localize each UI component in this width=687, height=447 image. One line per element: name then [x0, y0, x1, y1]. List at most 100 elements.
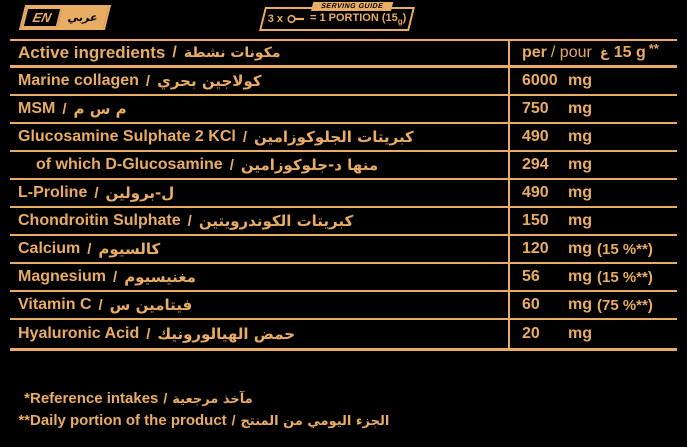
footnote-reference-intakes: * Reference intakes / مآخذ مرجعية	[10, 390, 389, 407]
ingredient-name-separator: /	[94, 184, 99, 202]
ingredient-unit: mg	[568, 128, 592, 145]
footnote-marker: **	[18, 412, 30, 429]
header-separator: /	[172, 44, 177, 61]
ingredient-amount: 490	[522, 128, 549, 145]
footnote-separator: /	[231, 412, 236, 428]
footnotes: * Reference intakes / مآخذ مرجعية ** Dai…	[10, 390, 389, 434]
ingredient-name-ar: منها د-جلوكوزامين	[240, 156, 379, 174]
header-ingredients-en: Active ingredients	[18, 43, 166, 62]
serving-guide-badge: SERVING GUIDE 3 x = 1 PORTION (15g)	[259, 2, 415, 31]
footnote-separator: /	[163, 390, 168, 406]
header-per-cell: per / pour غ 15 g **	[510, 41, 677, 65]
ingredient-name-separator: /	[87, 240, 92, 258]
ingredient-name-ar: كبريتات الكوندرويتين	[198, 212, 354, 230]
ingredient-name-separator: /	[229, 156, 234, 174]
ingredient-name-cell: Vitamin C / فيتامين س	[10, 292, 510, 318]
table-row: Glucosamine Sulphate 2 KCl / كبريتات الج…	[10, 124, 677, 152]
ingredient-ri-note: (15 %**)	[597, 268, 653, 286]
ingredient-ri-note: (75 %**)	[597, 296, 653, 314]
header-per-footnote-marker: **	[648, 40, 659, 56]
table-row: Hyaluronic Acid / حمض الهيالورونيك 20 mg	[10, 320, 677, 348]
ingredient-name-cell: Hyaluronic Acid / حمض الهيالورونيك	[10, 320, 510, 348]
table-row: Calcium / كالسيوم 120 mg (15 %**)	[10, 236, 677, 264]
table-row: of which D-Glucosamine / منها د-جلوكوزام…	[10, 152, 677, 180]
ingredient-name-separator: /	[187, 212, 192, 230]
footnote-text-ar: الجزء اليومي من المنتج	[240, 414, 390, 429]
footnote-text-en: Reference intakes	[30, 390, 159, 407]
table-body: Marine collagen / كولاجين بحري 6000 mg M…	[10, 68, 677, 348]
ingredient-name-cell: L-Proline / ل-برولين	[10, 180, 510, 206]
ingredient-name-cell: Calcium / كالسيوم	[10, 236, 510, 262]
ingredient-amount: 60	[522, 296, 540, 313]
ingredient-unit: mg	[568, 240, 592, 257]
ingredient-name-en: of which D-Glucosamine	[36, 156, 223, 173]
footnote-text-ar: مآخذ مرجعية	[172, 392, 253, 407]
ingredient-name-separator: /	[62, 100, 67, 118]
ingredient-value-cell: 490 mg	[510, 180, 677, 206]
active-ingredients-table: Active ingredients / مكونات نشطة per / p…	[10, 39, 677, 351]
ingredient-name-separator: /	[146, 325, 151, 343]
language-en-badge: EN	[21, 7, 63, 28]
ingredient-unit: mg	[568, 296, 592, 313]
footnote-daily-portion: ** Daily portion of the product / الجزء …	[10, 412, 389, 429]
serving-multiplier: 3 x	[267, 13, 283, 25]
ingredient-name-en: MSM	[18, 100, 56, 117]
ingredient-unit: mg	[568, 72, 592, 89]
ingredient-unit: mg	[568, 100, 592, 117]
table-row: Marine collagen / كولاجين بحري 6000 mg	[10, 68, 677, 96]
ingredient-name-cell: Chondroitin Sulphate / كبريتات الكوندروي…	[10, 208, 510, 234]
ingredient-name-ar: كالسيوم	[98, 240, 161, 258]
ingredient-value-cell: 150 mg	[510, 208, 677, 234]
table-row: Vitamin C / فيتامين س 60 mg (75 %**)	[10, 292, 677, 320]
ingredient-ri-note: (15 %**)	[597, 240, 653, 258]
serving-guide-text: 3 x = 1 PORTION (15g)	[264, 9, 410, 29]
ingredient-value-cell: 750 mg	[510, 96, 677, 122]
header-per-fr: / pour	[550, 44, 592, 61]
ingredient-amount: 20	[522, 325, 540, 342]
footnote-marker: *	[24, 390, 30, 407]
ingredient-amount: 294	[522, 156, 549, 173]
ingredient-value-cell: 60 mg (75 %**)	[510, 292, 677, 318]
ingredient-name-separator: /	[98, 296, 103, 314]
ingredient-value-cell: 20 mg	[510, 320, 677, 348]
table-row: MSM / م س م 750 mg	[10, 96, 677, 124]
ingredient-name-ar: كولاجين بحري	[157, 72, 262, 90]
scoop-icon	[287, 14, 304, 24]
ingredient-amount: 490	[522, 184, 549, 201]
serving-result: = 1 PORTION (15g)	[310, 11, 407, 27]
ingredient-amount: 120	[522, 240, 549, 257]
ingredient-name-cell: Glucosamine Sulphate 2 KCl / كبريتات الج…	[10, 124, 510, 150]
ingredient-name-en: Chondroitin Sulphate	[18, 212, 181, 229]
language-ar-badge: عربي	[57, 7, 109, 28]
header-ingredients-ar: مكونات نشطة	[183, 45, 281, 61]
header-per-amount: 15 g	[613, 44, 646, 61]
ingredient-name-ar: ل-برولين	[105, 184, 175, 202]
ingredient-name-en: Vitamin C	[18, 296, 92, 313]
ingredient-name-en: Calcium	[18, 240, 81, 257]
ingredient-name-cell: Marine collagen / كولاجين بحري	[10, 68, 510, 94]
ingredient-name-ar: حمض الهيالورونيك	[157, 325, 296, 343]
table-row: L-Proline / ل-برولين 490 mg	[10, 180, 677, 208]
ingredient-name-separator: /	[145, 72, 151, 90]
header-per-en: per	[522, 44, 547, 61]
ingredient-amount: 56	[522, 268, 540, 285]
ingredient-value-cell: 6000 mg	[510, 68, 677, 94]
ingredient-unit: mg	[568, 325, 592, 342]
ingredient-name-separator: /	[242, 128, 247, 146]
ingredient-name-ar: فيتامين س	[109, 296, 193, 314]
ingredient-name-cell: of which D-Glucosamine / منها د-جلوكوزام…	[10, 152, 510, 178]
ingredient-name-cell: MSM / م س م	[10, 96, 510, 122]
ingredient-unit: mg	[568, 268, 592, 285]
ingredient-name-ar: م س م	[73, 100, 127, 118]
ingredient-value-cell: 490 mg	[510, 124, 677, 150]
ingredient-name-ar: كبريتات الجلوكوزامين	[254, 128, 414, 146]
footnote-text-en: Daily portion of the product	[30, 412, 227, 429]
ingredient-name-en: L-Proline	[18, 184, 88, 201]
language-badge: EN عربي	[18, 5, 111, 30]
header-per-ar: غ	[599, 45, 609, 61]
ingredient-name-cell: Magnesium / مغنيسيوم	[10, 264, 510, 290]
ingredient-amount: 750	[522, 100, 549, 117]
ingredient-value-cell: 120 mg (15 %**)	[510, 236, 677, 262]
ingredient-value-cell: 56 mg (15 %**)	[510, 264, 677, 290]
ingredient-unit: mg	[568, 156, 592, 173]
